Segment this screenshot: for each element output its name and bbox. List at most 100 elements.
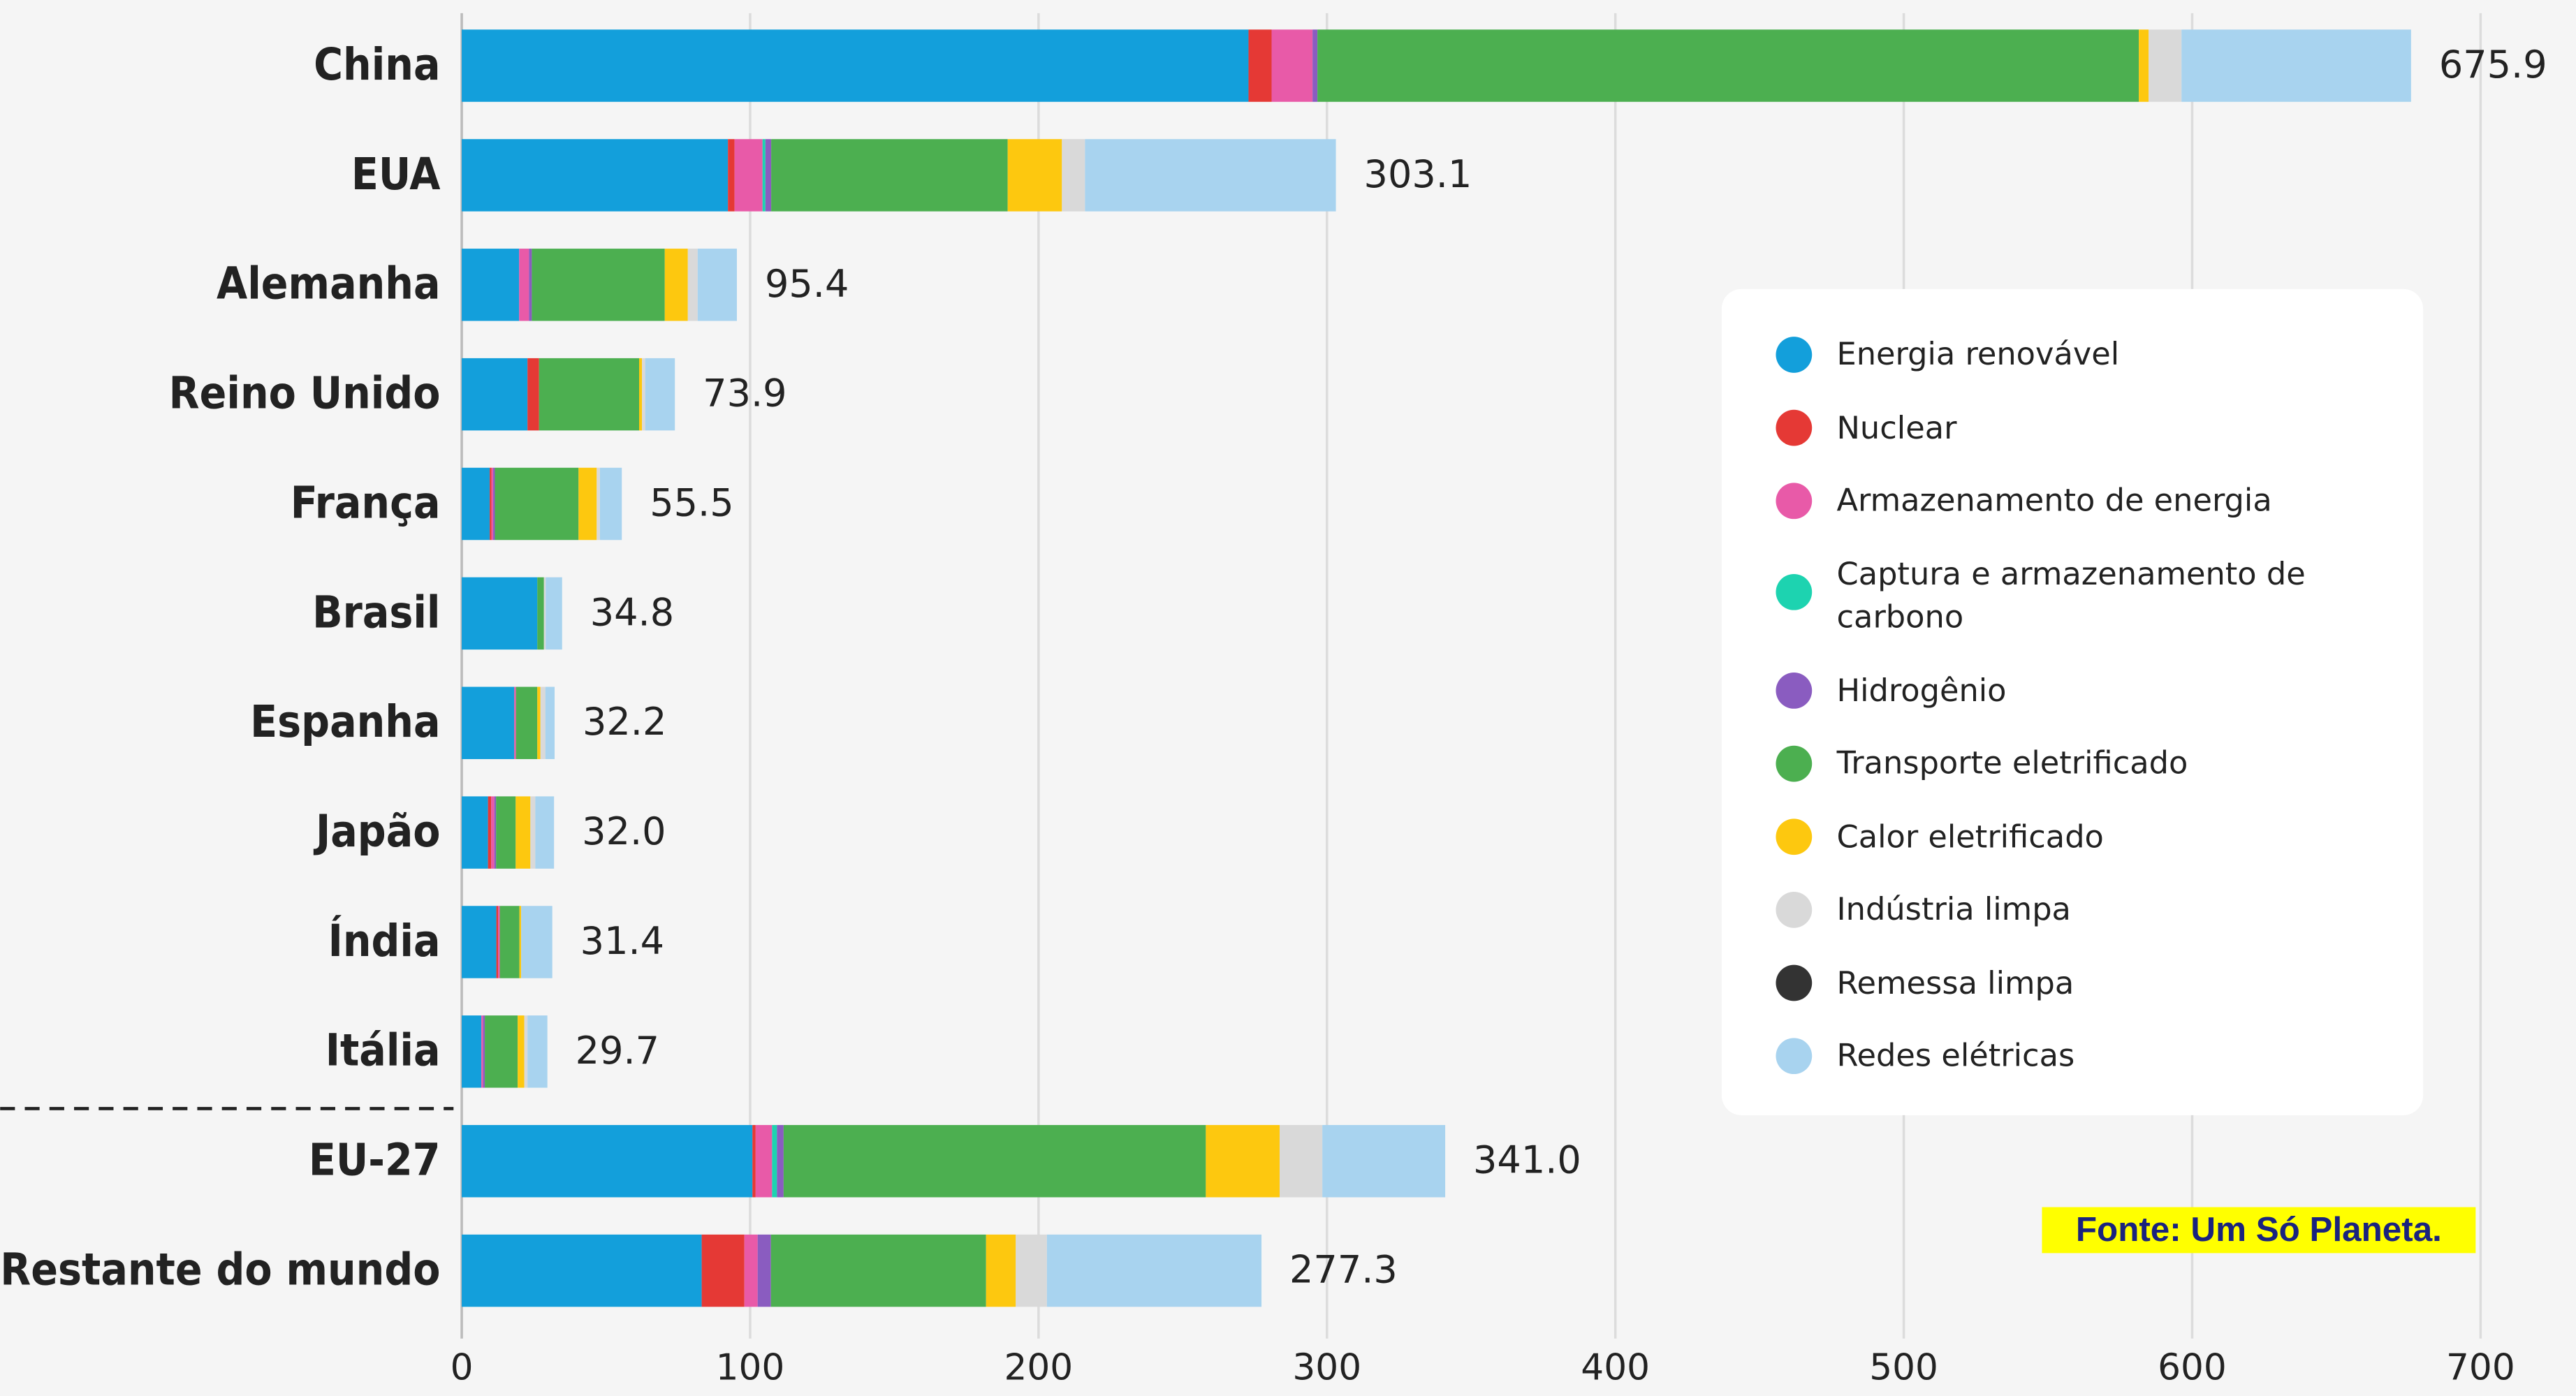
bar-segment (728, 139, 735, 212)
bar-segment (494, 796, 497, 869)
bar-segment (462, 577, 538, 650)
legend-item: Energia renovável (1836, 337, 2120, 373)
legend-label: Transporte eletrificado (1836, 745, 2188, 782)
bar-segment (762, 139, 766, 212)
legend-label: Armazenamento de energia (1836, 483, 2272, 520)
bar-segment (462, 467, 490, 541)
bar-segment (519, 249, 529, 321)
total-label: 73.9 (703, 372, 786, 416)
x-tick-label: 0 (451, 1346, 474, 1388)
x-tick-label: 600 (2158, 1346, 2227, 1388)
bar-segment (770, 1234, 986, 1307)
bar-segment (777, 1124, 784, 1198)
category-label: Reino Unido (169, 367, 441, 419)
legend-label: Indústria limpa (1836, 892, 2071, 928)
category-label: Índia (328, 914, 441, 967)
bar-segment (1046, 1234, 1262, 1307)
bar-segment (462, 29, 1249, 102)
bar-segment (488, 796, 492, 869)
bar-segment (462, 1124, 753, 1198)
bar-segment (645, 358, 675, 431)
legend-item: Captura e armazenamento de carbono (1836, 556, 2306, 635)
bar-segment (772, 1124, 777, 1198)
bar-segment (545, 686, 555, 759)
bar-segment (532, 249, 665, 321)
legend-marker (1776, 573, 1813, 610)
bar-segment (1007, 139, 1062, 212)
total-label: 55.5 (650, 481, 733, 525)
bar-segment (490, 467, 492, 541)
bar-segment (493, 467, 495, 541)
bar-segment (1280, 1124, 1323, 1198)
legend-label: Hidrogênio (1836, 673, 2007, 709)
bar-segment (524, 1015, 528, 1088)
bar-segment (537, 686, 541, 759)
legend-marker (1776, 745, 1813, 782)
legend-label: Captura e armazenamento de carbono (1836, 556, 2306, 635)
bar-segment (687, 249, 698, 321)
x-tick-label: 300 (1292, 1346, 1361, 1388)
bar-segment (540, 686, 546, 759)
bar-segment (495, 467, 579, 541)
x-tick-label: 700 (2446, 1346, 2515, 1388)
bar-segment (496, 906, 499, 978)
legend-label: Energia renovável (1836, 337, 2120, 373)
total-label: 29.7 (576, 1029, 659, 1073)
x-tick-label: 500 (1869, 1346, 1938, 1388)
bar-segment (986, 1234, 1016, 1307)
bar-segment (462, 358, 528, 431)
bar-segment (1085, 139, 1336, 212)
bar-segment (485, 1015, 518, 1088)
total-label: 95.4 (765, 262, 849, 306)
bar-segment (664, 249, 688, 321)
bar-segment (734, 139, 763, 212)
bar-segment (771, 139, 1008, 212)
bar-segment (1317, 29, 2139, 102)
bar-segment (546, 577, 562, 650)
bar-segment (527, 1015, 548, 1088)
bar-segment (744, 1234, 758, 1307)
category-label: Itália (325, 1024, 441, 1076)
bar-segment (765, 139, 772, 212)
bar-segment (2181, 29, 2411, 102)
bar-segment (462, 139, 729, 212)
legend-item: Nuclear (1836, 409, 1957, 446)
legend-label: Nuclear (1836, 409, 1957, 446)
bar-segment (1312, 29, 1318, 102)
legend-item: Redes elétricas (1836, 1038, 2074, 1074)
bar-segment (543, 577, 546, 650)
bar-segment (491, 467, 494, 541)
bar-segment (491, 796, 495, 869)
legend-marker (1776, 964, 1813, 1001)
total-label: 34.8 (590, 590, 674, 634)
bar-segment (599, 467, 622, 541)
bar-segment (642, 358, 645, 431)
bar-segment (481, 1015, 483, 1088)
category-label: Brasil (312, 586, 440, 638)
bar-segment (1206, 1124, 1280, 1198)
total-label: 277.3 (1289, 1248, 1398, 1292)
category-label: Japão (313, 805, 440, 857)
source-highlight (2042, 1207, 2476, 1254)
legend-item: Transporte eletrificado (1836, 745, 2188, 782)
bar-segment (499, 906, 520, 978)
bar-segment (514, 686, 516, 759)
bar-segment (597, 467, 600, 541)
bar-segment (752, 1124, 756, 1198)
bar-segment (518, 1015, 525, 1088)
bar-segment (530, 796, 536, 869)
bar-segment (462, 686, 515, 759)
legend-marker (1776, 818, 1813, 855)
bar-segment (462, 796, 488, 869)
bar-segment (1062, 139, 1085, 212)
x-tick-label: 400 (1581, 1346, 1650, 1388)
bar-segment (462, 1015, 482, 1088)
bar-segment (515, 686, 538, 759)
bar-segment (638, 358, 643, 431)
total-label: 32.2 (583, 700, 666, 744)
legend-marker (1776, 892, 1813, 928)
total-label: 31.4 (580, 919, 664, 963)
total-label: 341.0 (1473, 1138, 1581, 1182)
legend-item: Calor eletrificado (1836, 818, 2103, 855)
